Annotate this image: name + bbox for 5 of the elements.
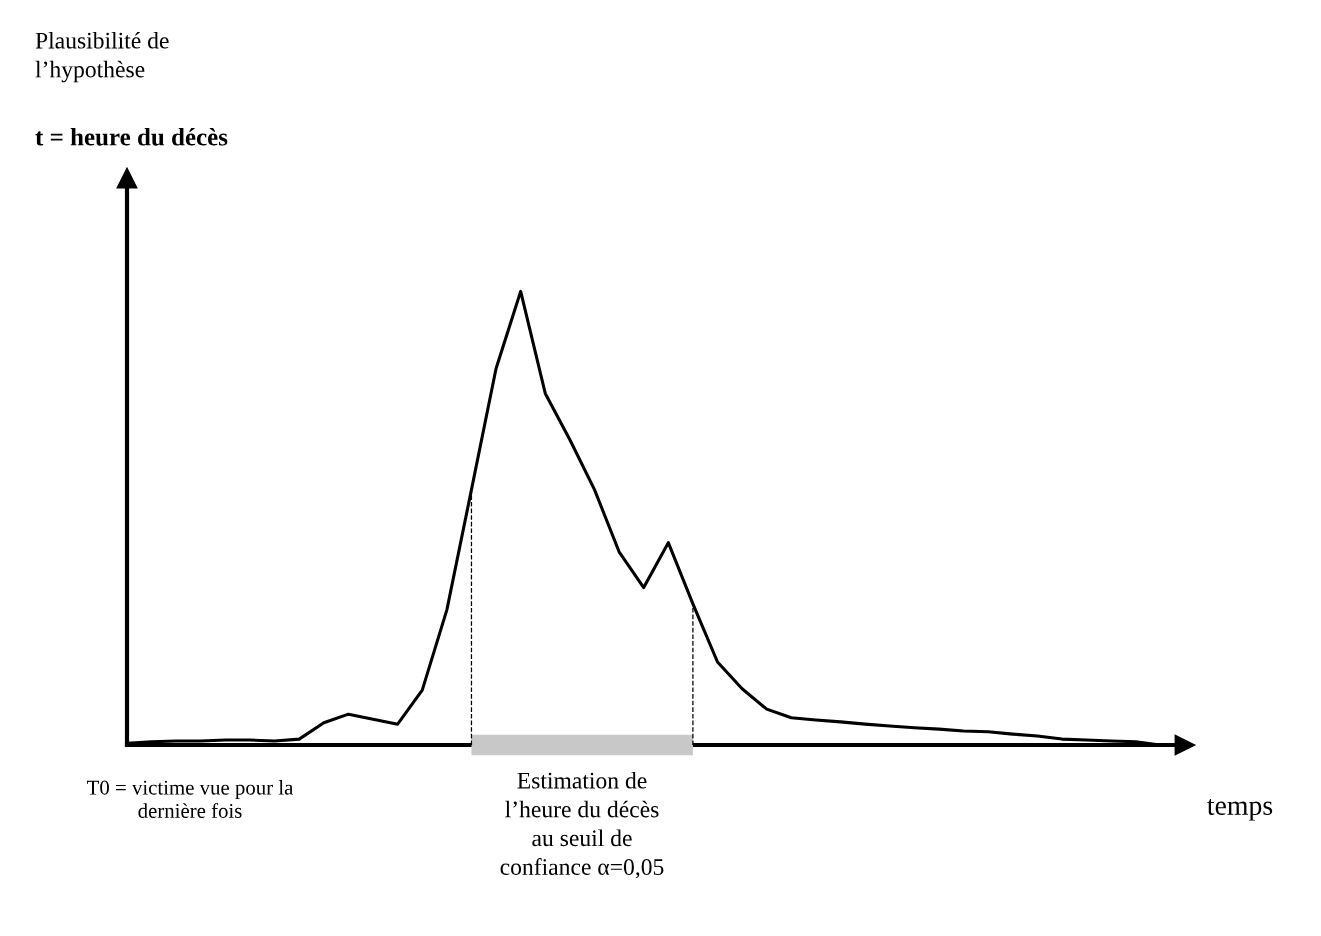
chart-title: t = heure du décès [35,127,228,146]
text: Estimation de l’heure du décès au seuil de confiance α=0,05 [500,772,664,879]
text: T0 = victime vue pour la dernière fois [87,780,294,818]
text: Plausibilité de l’hypothèse [35,31,169,83]
x-axis-title: temps [1207,799,1273,821]
